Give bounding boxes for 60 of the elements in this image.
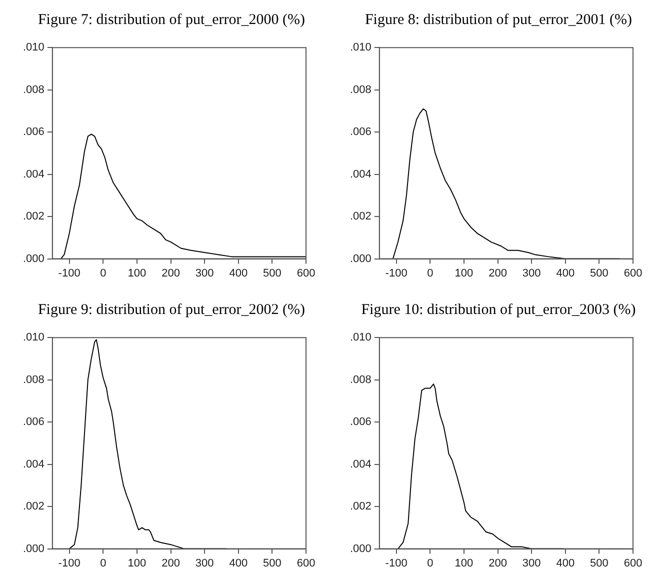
- x-tick-label: -100: [385, 557, 408, 570]
- x-tick-label: 600: [296, 557, 316, 570]
- x-tick-label: 0: [427, 267, 434, 280]
- y-tick-label: .000: [350, 542, 372, 555]
- x-tick-label: 200: [162, 557, 180, 570]
- y-tick-label: .004: [350, 168, 372, 180]
- chart-title: Figure 9: distribution of put_error_2002 (%): [36, 301, 306, 320]
- y-tick-label: .008: [22, 374, 44, 386]
- x-tick-label: 500: [590, 557, 608, 570]
- x-tick-label: 100: [128, 267, 146, 280]
- x-tick-label: 400: [229, 267, 248, 280]
- y-tick-label: .000: [22, 252, 44, 265]
- y-tick-label: .006: [22, 126, 44, 138]
- y-tick-label: .004: [22, 168, 44, 180]
- x-tick-label: 300: [522, 267, 541, 280]
- x-tick-label: 100: [454, 557, 474, 570]
- y-tick-label: .008: [350, 84, 372, 96]
- y-tick-label: .004: [350, 458, 372, 470]
- x-tick-label: 200: [162, 267, 180, 280]
- x-tick-label: 400: [556, 267, 575, 280]
- x-tick-label: 600: [624, 267, 642, 280]
- x-tick-label: 400: [556, 557, 575, 570]
- x-tick-label: 200: [488, 557, 507, 570]
- y-tick-label: .010: [350, 42, 372, 54]
- x-tick-label: 300: [195, 267, 214, 280]
- y-tick-label: .002: [22, 210, 44, 223]
- x-tick-label: 0: [427, 557, 434, 570]
- x-tick-label: 400: [229, 557, 248, 570]
- chart-title: Figure 10: distribution of put_error_2003 (%): [360, 301, 637, 320]
- y-tick-label: .006: [350, 416, 372, 428]
- x-tick-label: 600: [624, 557, 642, 570]
- y-tick-label: .006: [22, 416, 44, 428]
- y-tick-label: .004: [22, 458, 44, 470]
- x-tick-label: 600: [296, 267, 316, 280]
- x-tick-label: 100: [454, 267, 474, 280]
- x-tick-label: -100: [58, 267, 80, 280]
- x-tick-label: 500: [263, 557, 282, 570]
- y-tick-label: .006: [350, 126, 372, 138]
- x-tick-label: 500: [263, 267, 282, 280]
- y-tick-label: .010: [350, 332, 372, 344]
- chart-title: Figure 8: distribution of put_error_2001 (%): [364, 11, 634, 30]
- y-tick-label: .008: [22, 84, 44, 96]
- y-tick-label: .008: [350, 374, 372, 386]
- y-tick-label: .002: [22, 500, 44, 513]
- x-tick-label: 200: [488, 267, 507, 280]
- x-tick-label: -100: [385, 267, 408, 280]
- y-tick-label: .002: [350, 210, 372, 223]
- x-tick-label: 100: [128, 557, 146, 570]
- x-tick-label: 0: [100, 267, 106, 280]
- y-tick-label: .000: [350, 252, 372, 265]
- chart-title: Figure 7: distribution of put_error_2000 (%): [36, 11, 306, 30]
- y-tick-label: .002: [350, 500, 372, 513]
- x-tick-label: 0: [100, 557, 106, 570]
- y-tick-label: .010: [22, 42, 44, 54]
- x-tick-label: 300: [195, 557, 214, 570]
- y-tick-label: .000: [22, 542, 44, 555]
- y-tick-label: .010: [22, 332, 44, 344]
- x-tick-label: 500: [590, 267, 608, 280]
- x-tick-label: 300: [522, 557, 541, 570]
- x-tick-label: -100: [58, 557, 80, 570]
